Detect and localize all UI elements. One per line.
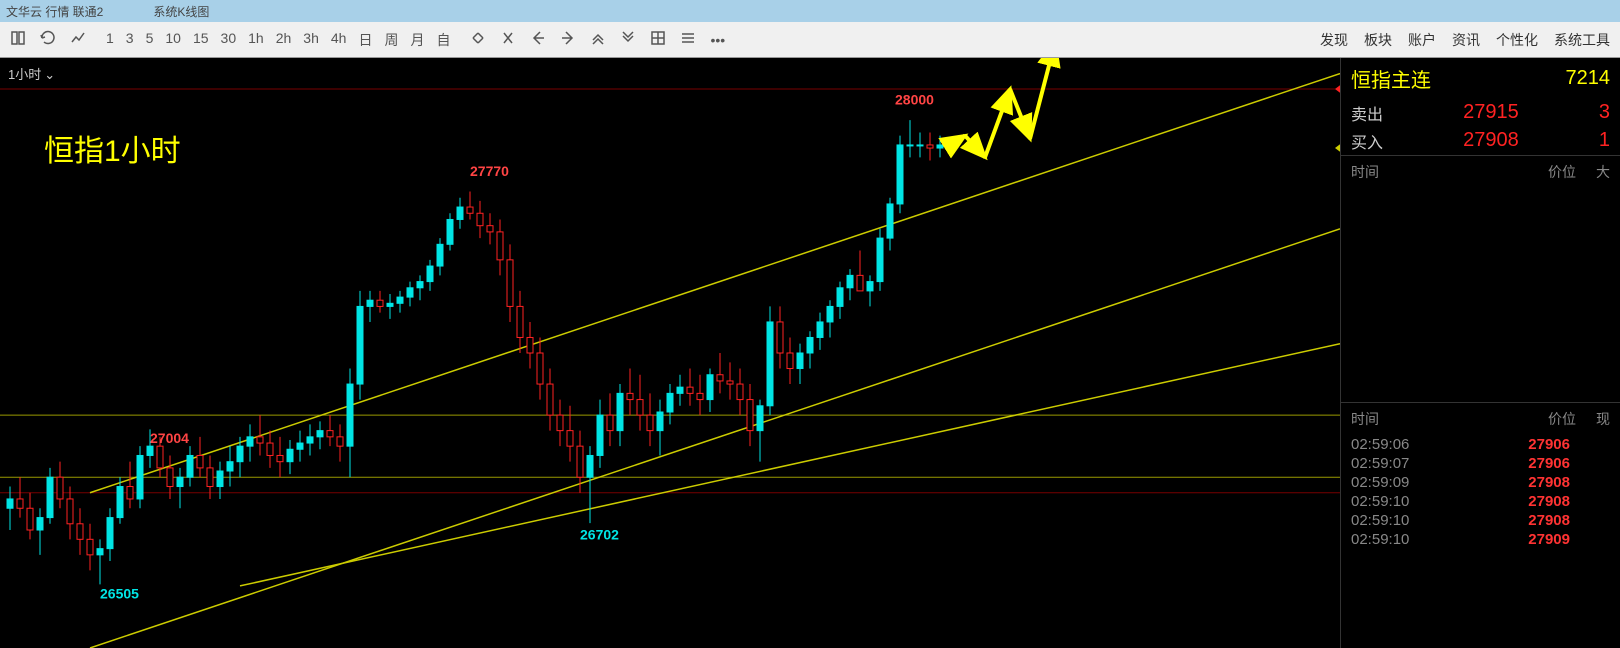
tick-list: 02:59:062790602:59:072790602:59:09279080…: [1341, 435, 1620, 648]
sell-qty: 3: [1599, 101, 1610, 125]
tick-row: 02:59:0627906: [1341, 435, 1620, 454]
side-panel: 恒指主连 7214 卖出 27915 3 买入 27908 1 时间 价位 大 …: [1340, 58, 1620, 648]
timeframe-btn[interactable]: 30: [221, 30, 237, 50]
instrument-code: 7214: [1566, 67, 1611, 90]
menu-link[interactable]: 资讯: [1452, 30, 1480, 50]
tick-row: 02:59:1027909: [1341, 530, 1620, 549]
sell-row[interactable]: 卖出 27915 3: [1341, 99, 1620, 127]
chart-icon[interactable]: [70, 30, 86, 49]
svg-text:27770: 27770: [470, 163, 509, 179]
tick-row: 02:59:0927908: [1341, 473, 1620, 492]
instrument-name: 恒指主连: [1351, 64, 1431, 93]
menu-item[interactable]: 系统K线图: [153, 3, 209, 20]
more-icon[interactable]: •••: [710, 32, 725, 48]
timeframe-btn[interactable]: 3h: [303, 30, 319, 50]
timeframe-btn[interactable]: 10: [165, 30, 181, 50]
layout-icon[interactable]: [10, 30, 26, 49]
menu-link[interactable]: 系统工具: [1554, 30, 1610, 50]
timeframe-btn[interactable]: 日: [358, 30, 372, 50]
chart-area[interactable]: 1小时 恒指1小时 27004 26505 27770 26702 28000: [0, 58, 1340, 648]
nav-icon[interactable]: [500, 30, 516, 49]
timeframe-btn[interactable]: 月: [410, 30, 424, 50]
timeframe-selector[interactable]: 1小时: [8, 64, 55, 83]
menu-link[interactable]: 账户: [1408, 30, 1436, 50]
timeframe-btn[interactable]: 15: [193, 30, 209, 50]
menu-link[interactable]: 发现: [1320, 30, 1348, 50]
tick-row: 02:59:1027908: [1341, 511, 1620, 530]
timeframe-btn[interactable]: 2h: [276, 30, 292, 50]
buy-row[interactable]: 买入 27908 1: [1341, 127, 1620, 155]
buy-qty: 1: [1599, 129, 1610, 153]
nav-icon[interactable]: [470, 30, 486, 49]
tick-row: 02:59:1027908: [1341, 492, 1620, 511]
settings-icon[interactable]: [680, 30, 696, 49]
svg-text:26702: 26702: [580, 526, 619, 542]
menubar: 文华云 行情 联通2 系统K线图: [0, 0, 1620, 22]
svg-text:28000: 28000: [895, 92, 934, 108]
timeframe-btn[interactable]: 自: [436, 30, 450, 50]
buy-label: 买入: [1351, 129, 1383, 153]
candlestick-chart: 27004 26505 27770 26702 28000: [0, 58, 1340, 648]
menu-link[interactable]: 板块: [1364, 30, 1392, 50]
cols-header-2: 时间 价位 现: [1341, 402, 1620, 435]
instrument-header: 恒指主连 7214: [1341, 58, 1620, 99]
toolbar-right: 发现板块账户资讯个性化系统工具: [1320, 30, 1610, 50]
arrow-right-icon[interactable]: [560, 30, 576, 49]
timeframe-btn[interactable]: 4h: [331, 30, 347, 50]
cols-header: 时间 价位 大: [1341, 155, 1620, 188]
timeframe-btn[interactable]: 3: [126, 30, 134, 50]
tick-row: 02:59:0727906: [1341, 454, 1620, 473]
up-icon[interactable]: [590, 30, 606, 49]
timeframe-btn[interactable]: 1h: [248, 30, 264, 50]
chart-title: 恒指1小时: [44, 126, 181, 170]
timeframe-btn[interactable]: 1: [106, 30, 114, 50]
spacer: [1341, 188, 1620, 402]
toolbar-left: 135 10 15 30 1h 2h 3h 4h 日周月自 •••: [10, 30, 725, 50]
refresh-icon[interactable]: [40, 30, 56, 49]
toolbar: 135 10 15 30 1h 2h 3h 4h 日周月自 ••• 发现板块账户资讯个性化系统工…: [0, 22, 1620, 58]
menu-link[interactable]: 个性化: [1496, 30, 1538, 50]
grid-icon[interactable]: [650, 30, 666, 49]
timeframe-buttons: 135 10 15 30 1h 2h 3h 4h 日周月自: [100, 30, 456, 50]
timeframe-btn[interactable]: 周: [384, 30, 398, 50]
timeframe-btn[interactable]: 5: [146, 30, 154, 50]
down-icon[interactable]: [620, 30, 636, 49]
svg-text:26505: 26505: [100, 585, 139, 601]
buy-price: 27908: [1463, 129, 1519, 153]
sell-price: 27915: [1463, 101, 1519, 125]
svg-text:27004: 27004: [150, 430, 189, 446]
arrow-left-icon[interactable]: [530, 30, 546, 49]
menu-item[interactable]: 文华云 行情 联通2: [6, 3, 103, 20]
sell-label: 卖出: [1351, 101, 1383, 125]
